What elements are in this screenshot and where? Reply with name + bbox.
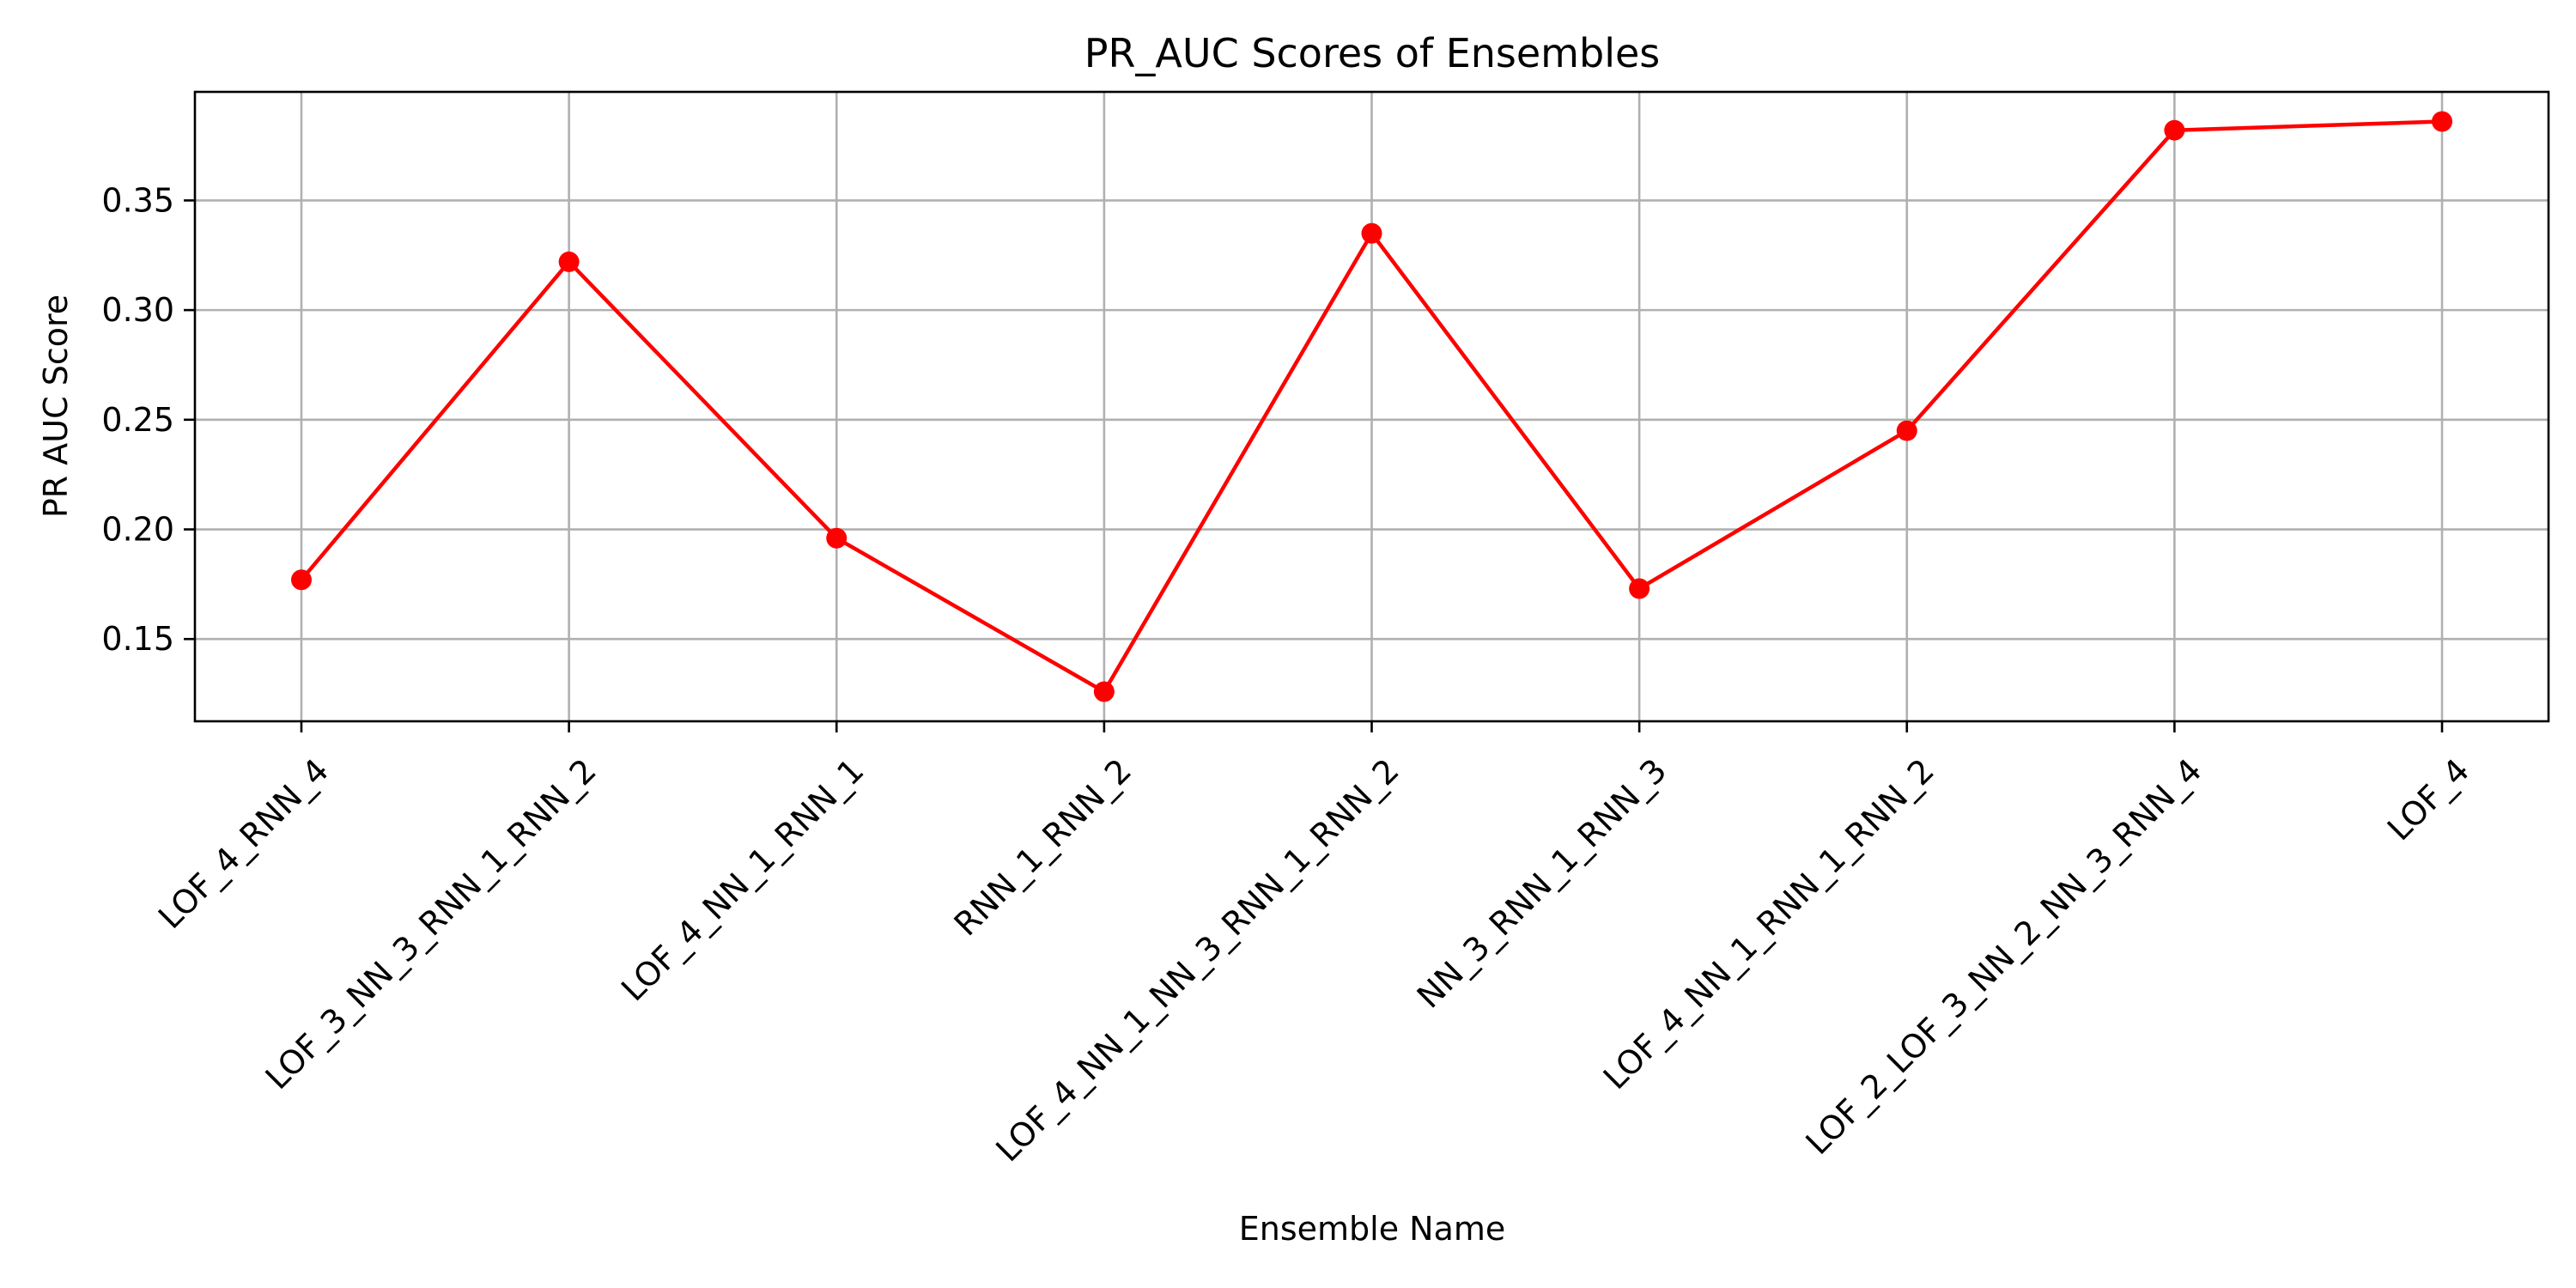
data-point-marker [826, 527, 848, 549]
x-tick-label: LOF_4_RNN_4 [151, 751, 336, 936]
data-point-marker [1361, 222, 1382, 244]
x-tick-label: RNN_1_RNN_2 [947, 751, 1139, 943]
y-axis-label: PR AUC Score [37, 295, 75, 518]
data-point-marker [291, 569, 312, 591]
data-point-marker [1896, 420, 1917, 441]
y-tick-label: 0.35 [101, 181, 174, 219]
data-point-marker [2432, 111, 2452, 132]
grid-layer [195, 92, 2549, 721]
y-tick-label: 0.20 [101, 511, 174, 549]
data-point-marker [2164, 119, 2185, 141]
chart-title: PR_AUC Scores of Ensembles [1084, 30, 1661, 76]
series-layer [291, 111, 2452, 702]
data-point-marker [1093, 681, 1115, 702]
y-tick-label: 0.15 [101, 620, 174, 658]
data-point-marker [1629, 578, 1650, 599]
x-axis-label: Ensemble Name [1239, 1210, 1506, 1248]
x-tick-label: NN_3_RNN_1_RNN_3 [1410, 751, 1674, 1016]
y-tick-label: 0.30 [101, 291, 174, 329]
data-point-marker [558, 251, 580, 272]
y-tick-label: 0.25 [101, 401, 174, 439]
x-tick-label: LOF_4_NN_1_RNN_1 [614, 751, 871, 1008]
x-tick-label: LOF_4 [2380, 751, 2476, 848]
